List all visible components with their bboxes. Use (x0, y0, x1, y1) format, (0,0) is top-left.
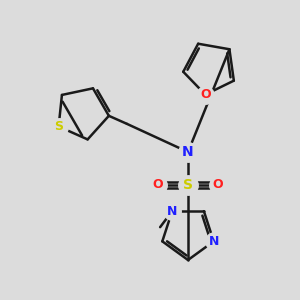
Text: O: O (153, 178, 163, 191)
Text: N: N (208, 235, 219, 248)
Text: S: S (54, 120, 63, 133)
Text: O: O (200, 88, 211, 101)
Text: N: N (167, 205, 177, 218)
Text: O: O (213, 178, 223, 191)
Text: N: N (182, 145, 194, 159)
Text: S: S (183, 178, 193, 192)
